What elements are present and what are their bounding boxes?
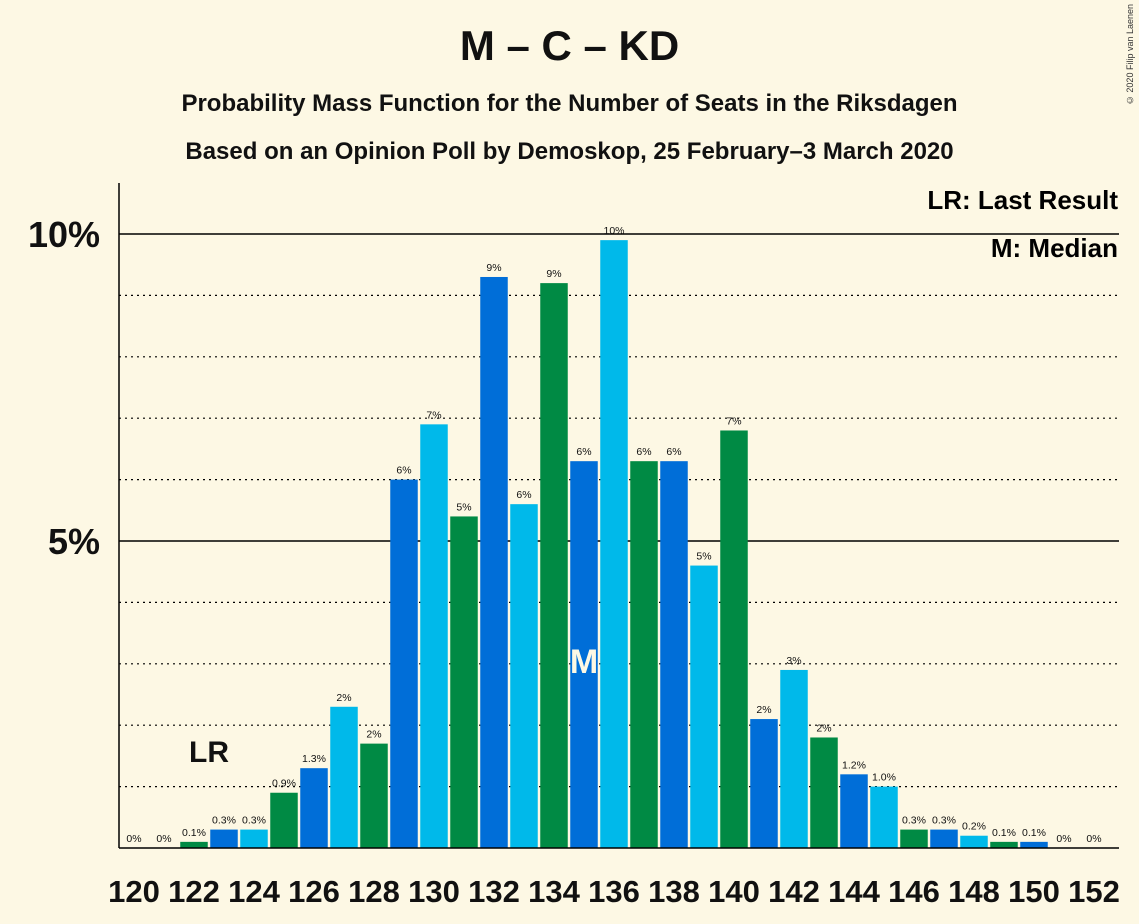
bar-142	[780, 669, 808, 848]
x-tick-label: 132	[468, 874, 520, 909]
bar-139	[690, 565, 718, 848]
data-label-126: 1.3%	[302, 753, 326, 765]
data-label-129: 6%	[396, 465, 411, 477]
data-label-133: 6%	[516, 489, 531, 501]
data-label-134: 9%	[546, 268, 561, 280]
legend-median: M: Median	[991, 233, 1118, 263]
bar-140	[720, 430, 748, 848]
data-label-125: 0.9%	[272, 778, 296, 790]
axes: 5%10%120 122 124 126 128 130 132 134 136 138 140 14…	[28, 183, 1120, 909]
data-label-121: 0%	[156, 833, 171, 845]
data-label-150: 0.1%	[1022, 827, 1046, 839]
x-tick-label: 142	[768, 874, 820, 909]
bar-131	[450, 516, 478, 848]
bar-126	[300, 768, 328, 848]
data-label-131: 5%	[456, 501, 471, 513]
data-label-146: 0.3%	[902, 815, 926, 827]
data-label-127: 2%	[336, 692, 351, 704]
data-label-139: 5%	[696, 551, 711, 563]
x-tick-label: 134	[528, 874, 580, 909]
bar-141	[750, 719, 778, 848]
data-label-152: 0%	[1086, 833, 1101, 845]
bar-146	[900, 829, 928, 848]
bar-123	[210, 829, 238, 848]
data-label-124: 0.3%	[242, 815, 266, 827]
x-tick-label: 138	[648, 874, 700, 909]
bar-134	[540, 283, 568, 848]
bars	[180, 240, 1048, 849]
x-tick-label: 130	[408, 874, 460, 909]
legend-last-result: LR: Last Result	[927, 185, 1118, 215]
data-labels: 0% 0% 0.1% 0.3% 0.3% 0.9% 1.3% 2% 2% 6% 7% 5% 9% 6% 9%…	[126, 225, 1101, 845]
bar-129	[390, 479, 418, 848]
x-tick-label: 120	[108, 874, 160, 909]
bar-132	[480, 276, 508, 849]
bar-145	[870, 786, 898, 848]
x-tick-label: 150	[1008, 874, 1060, 909]
bar-130	[420, 424, 448, 848]
bar-136	[600, 240, 628, 848]
data-label-145: 1.0%	[872, 772, 896, 784]
data-label-122: 0.1%	[182, 827, 206, 839]
bar-124	[240, 829, 268, 848]
data-label-132: 9%	[486, 262, 501, 274]
chart-subtitle: Probability Mass Function for the Number…	[181, 90, 958, 117]
data-label-135: 6%	[576, 446, 591, 458]
x-tick-label: 124	[228, 874, 280, 909]
data-label-148: 0.2%	[962, 821, 986, 833]
chart-source: Based on an Opinion Poll by Demoskop, 25…	[185, 138, 954, 165]
data-label-149: 0.1%	[992, 827, 1016, 839]
data-label-138: 6%	[666, 446, 681, 458]
bar-125	[270, 792, 298, 848]
median-marker: M	[570, 643, 598, 681]
x-tick-label: 128	[348, 874, 400, 909]
bar-127	[330, 706, 358, 848]
data-label-120: 0%	[126, 833, 141, 845]
bar-150	[1020, 841, 1048, 848]
bar-133	[510, 504, 538, 848]
data-label-141: 2%	[756, 704, 771, 716]
data-label-130: 7%	[426, 409, 441, 421]
x-tick-label: 148	[948, 874, 1000, 909]
data-label-128: 2%	[366, 729, 381, 741]
data-label-151: 0%	[1056, 833, 1071, 845]
data-label-137: 6%	[636, 446, 651, 458]
bar-148	[960, 835, 988, 848]
bar-135	[570, 461, 598, 848]
x-tick-label: 140	[708, 874, 760, 909]
data-label-142: 3%	[786, 655, 801, 667]
x-tick-label: 146	[888, 874, 940, 909]
bar-128	[360, 743, 388, 848]
data-label-136: 10%	[603, 225, 624, 237]
bar-149	[990, 841, 1018, 848]
bar-137	[630, 461, 658, 848]
x-tick-label: 122	[168, 874, 220, 909]
bar-144	[840, 774, 868, 848]
x-tick-label: 126	[288, 874, 340, 909]
data-label-147: 0.3%	[932, 815, 956, 827]
data-label-143: 2%	[816, 722, 831, 734]
data-label-140: 7%	[726, 415, 741, 427]
data-label-123: 0.3%	[212, 815, 236, 827]
x-tick-label: 136	[588, 874, 640, 909]
bar-122	[180, 841, 208, 848]
page-title: M – C – KD	[459, 22, 680, 69]
y-tick-label: 5%	[48, 521, 100, 562]
bar-138	[660, 461, 688, 848]
y-tick-label: 10%	[28, 214, 100, 255]
x-tick-label: 144	[828, 874, 880, 909]
x-tick-label: 152	[1068, 874, 1120, 909]
last-result-marker: LR	[189, 736, 229, 769]
bar-143	[810, 737, 838, 848]
bar-147	[930, 829, 958, 848]
data-label-144: 1.2%	[842, 759, 866, 771]
